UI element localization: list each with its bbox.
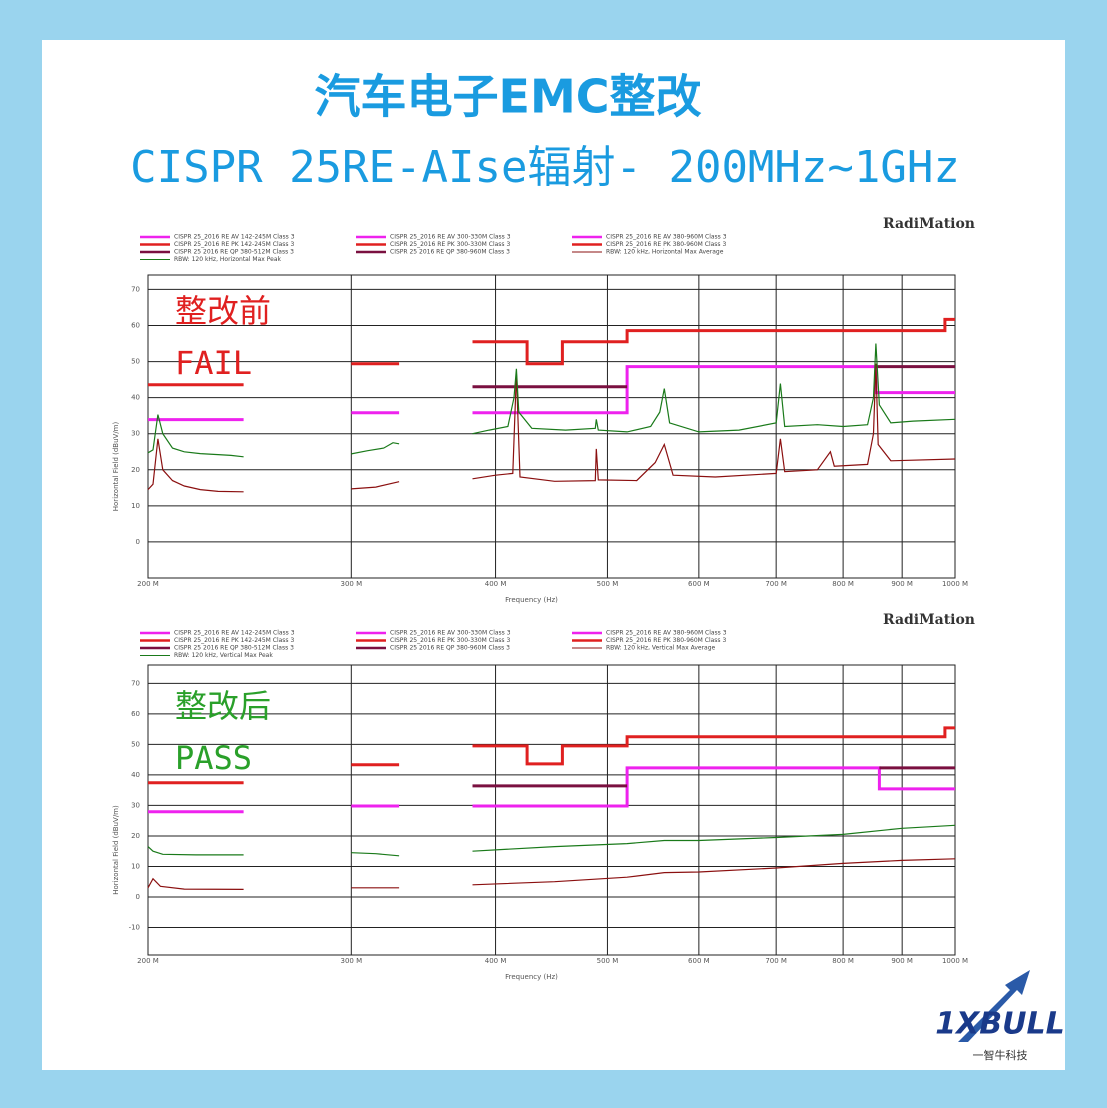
annotation: 整改后 (175, 687, 271, 725)
title-line: CISPR 25RE-AIse辐射- 200MHz~1GHz (130, 142, 960, 193)
y-tick-label: 60 (131, 322, 140, 330)
chart-title: RadiMation (883, 612, 975, 628)
y-tick-label: 70 (131, 679, 140, 687)
y-tick-label: 10 (131, 862, 140, 870)
legend-label: CISPR 25_2016 RE AV 142-245M Class 3 (174, 234, 295, 241)
legend-label: CISPR 25_2016 RE PK 142-245M Class 3 (174, 637, 294, 644)
y-tick-label: 30 (131, 430, 140, 438)
y-tick-label: 40 (131, 394, 140, 402)
legend-label: RBW: 120 kHz, Horizontal Max Peak (174, 256, 282, 263)
y-tick-label: 70 (131, 285, 140, 293)
plot-area (147, 664, 956, 956)
legend-label: RBW: 120 kHz, Vertical Max Peak (174, 652, 273, 659)
x-tick-label: 800 M (832, 957, 854, 965)
legend-label: RBW: 120 kHz, Vertical Max Average (606, 645, 716, 652)
x-tick-label: 200 M (137, 580, 159, 588)
legend-label: CISPR 25_2016 RE AV 380-960M Class 3 (606, 234, 727, 241)
x-tick-label: 1000 M (942, 957, 968, 965)
x-tick-label: 1000 M (942, 580, 968, 588)
y-tick-label: 30 (131, 801, 140, 809)
x-tick-label: 700 M (765, 957, 787, 965)
x-tick-label: 400 M (485, 957, 507, 965)
y-tick-label: 50 (131, 740, 140, 748)
legend-label: CISPR 25 2016 RE QP 380-512M Class 3 (174, 249, 294, 256)
legend-label: CISPR 25_2016 RE AV 142-245M Class 3 (174, 630, 295, 637)
x-tick-label: 400 M (485, 580, 507, 588)
x-axis-label: Frequency (Hz) (505, 596, 558, 604)
legend-label: CISPR 25 2016 RE QP 380-960M Class 3 (390, 249, 510, 256)
y-tick-label: 10 (131, 502, 140, 510)
legend-label: CISPR 25 2016 RE QP 380-960M Class 3 (390, 645, 510, 652)
annotation: FAIL (175, 344, 252, 382)
x-tick-label: 900 M (891, 580, 913, 588)
y-tick-label: 20 (131, 466, 140, 474)
chart-title: RadiMation (883, 216, 975, 232)
annotation: PASS (175, 739, 252, 777)
legend-label: CISPR 25_2016 RE AV 300-330M Class 3 (390, 234, 511, 241)
legend-label: CISPR 25_2016 RE AV 380-960M Class 3 (606, 630, 727, 637)
x-tick-label: 700 M (765, 580, 787, 588)
title-line: 汽车电子EMC整改 (315, 70, 702, 124)
x-tick-label: 300 M (340, 580, 362, 588)
trace-line (147, 343, 956, 458)
y-tick-label: 0 (136, 893, 140, 901)
limit-line (472, 317, 955, 366)
legend-label: CISPR 25_2016 RE PK 380-960M Class 3 (606, 637, 726, 644)
y-tick-label: 60 (131, 710, 140, 718)
x-tick-label: 800 M (832, 580, 854, 588)
y-axis-label: Horizontal Field (dBuV/m) (112, 805, 120, 895)
y-tick-label: 40 (131, 771, 140, 779)
limit-line (472, 766, 955, 808)
y-tick-label: 0 (136, 538, 140, 546)
x-tick-label: 300 M (340, 957, 362, 965)
legend-label: CISPR 25_2016 RE PK 300-330M Class 3 (390, 637, 510, 644)
x-tick-label: 600 M (688, 957, 710, 965)
trace-line (147, 363, 956, 493)
y-tick-label: 50 (131, 358, 140, 366)
x-tick-label: 900 M (891, 957, 913, 965)
legend-label: CISPR 25_2016 RE PK 380-960M Class 3 (606, 241, 726, 248)
x-tick-label: 500 M (597, 580, 619, 588)
legend-label: CISPR 25_2016 RE PK 300-330M Class 3 (390, 241, 510, 248)
legend-label: CISPR 25_2016 RE AV 300-330M Class 3 (390, 630, 511, 637)
trace-line (147, 824, 956, 857)
y-axis-label: Horizontal Field (dBuV/m) (112, 422, 120, 512)
limit-line (472, 365, 955, 415)
annotation: 整改前 (175, 292, 271, 330)
legend-label: CISPR 25 2016 RE QP 380-512M Class 3 (174, 645, 294, 652)
logo-brand: 1XBULL (935, 1007, 1064, 1042)
x-tick-label: 600 M (688, 580, 710, 588)
x-axis-label: Frequency (Hz) (505, 973, 558, 981)
legend-label: RBW: 120 kHz, Horizontal Max Average (606, 249, 724, 256)
limit-line (472, 726, 955, 766)
x-tick-label: 200 M (137, 957, 159, 965)
y-tick-label: -10 (129, 924, 140, 932)
x-tick-label: 500 M (597, 957, 619, 965)
logo-subtitle: 一智牛科技 (973, 1048, 1028, 1062)
logo-arrow (958, 970, 1030, 1042)
y-tick-label: 20 (131, 832, 140, 840)
trace-line (147, 858, 956, 890)
legend-label: CISPR 25_2016 RE PK 142-245M Class 3 (174, 241, 294, 248)
